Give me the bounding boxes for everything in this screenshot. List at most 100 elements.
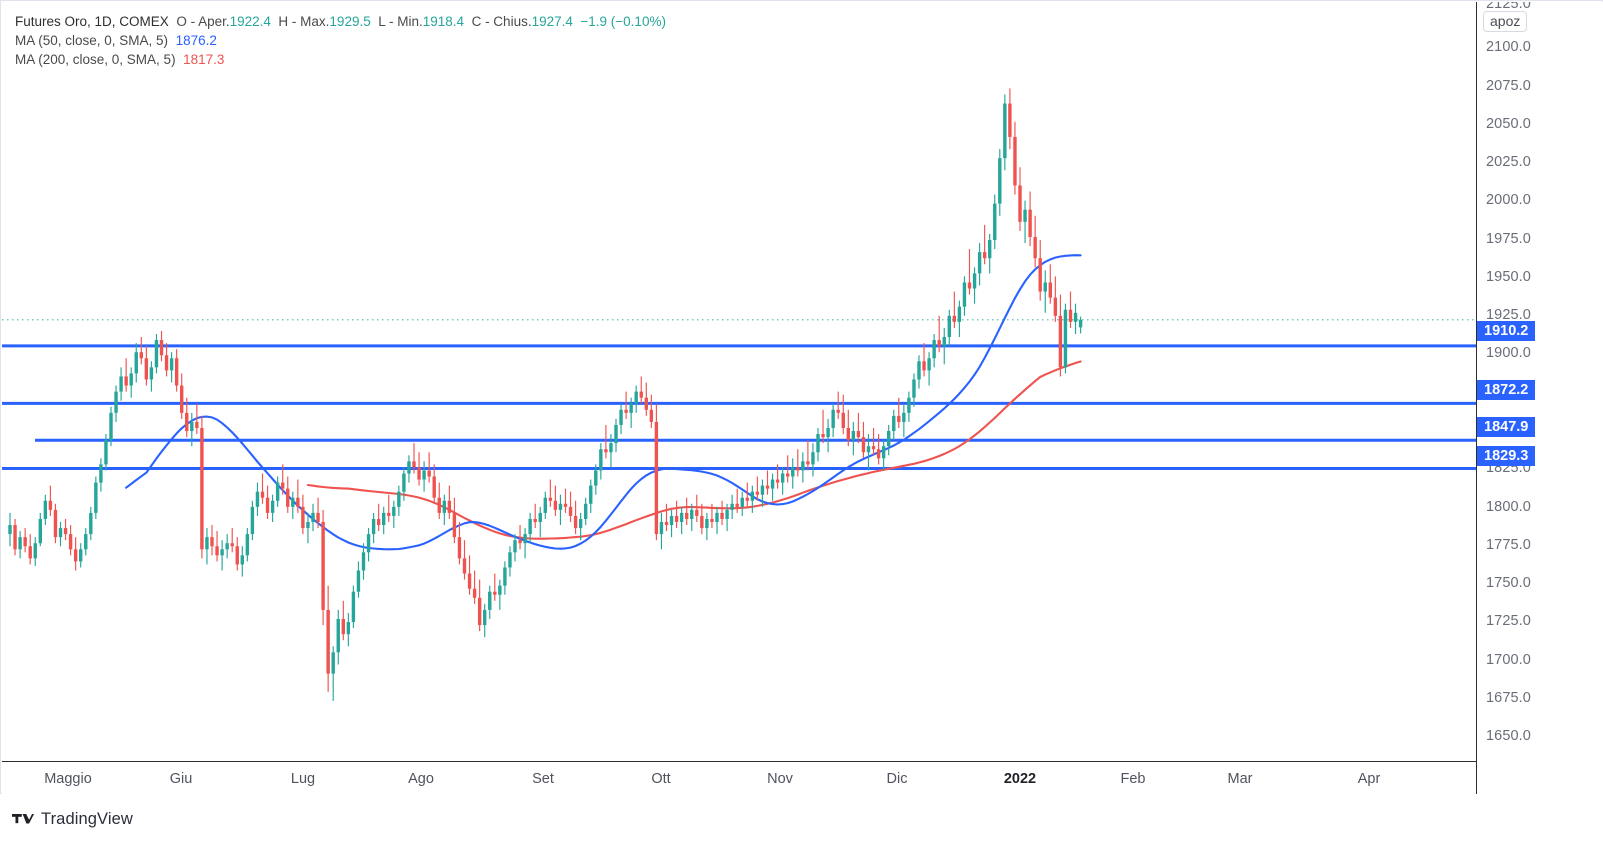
time-tick: Apr xyxy=(1357,771,1381,787)
candle-wick xyxy=(564,488,567,513)
candle-body xyxy=(649,409,654,422)
candle-body xyxy=(245,534,250,556)
candle-body xyxy=(53,509,58,538)
candle-body xyxy=(614,424,618,444)
candle-body xyxy=(270,500,275,513)
candle-wick xyxy=(519,525,521,550)
price-level-label[interactable]: 1829.3 xyxy=(1477,446,1536,466)
candle-body xyxy=(563,503,568,507)
candle-body xyxy=(1008,103,1012,137)
price-tick: 1950.0 xyxy=(1486,269,1531,285)
candle-body xyxy=(861,437,866,453)
price-tick: 1800.0 xyxy=(1486,499,1531,515)
candle-wick xyxy=(388,494,390,522)
candle-body xyxy=(422,470,426,480)
time-tick: Ott xyxy=(651,771,671,787)
candle-body xyxy=(962,282,967,307)
candle-body xyxy=(584,503,588,519)
candle-body xyxy=(599,449,603,471)
candle-body xyxy=(341,619,345,635)
candle-body xyxy=(947,315,951,338)
price-tick: 2025.0 xyxy=(1486,154,1531,170)
candle-body xyxy=(503,567,507,586)
candle-body xyxy=(639,391,643,398)
time-tick: Dic xyxy=(886,771,908,787)
candle-body xyxy=(568,506,573,516)
candle-body xyxy=(1038,258,1042,292)
time-tick: Ago xyxy=(408,771,434,787)
price-tick: 1900.0 xyxy=(1486,345,1531,361)
candle-body xyxy=(922,361,926,371)
price-tick: 2100.0 xyxy=(1486,39,1531,55)
candle-body xyxy=(493,591,497,595)
candle-body xyxy=(957,306,962,322)
candle-body xyxy=(715,512,719,522)
candle-body xyxy=(84,534,88,550)
candle-body xyxy=(13,525,17,550)
chart-plot-area[interactable] xyxy=(2,2,1476,760)
price-tick: 1675.0 xyxy=(1486,690,1531,706)
candle-body xyxy=(846,428,850,441)
candle-body xyxy=(937,340,941,347)
price-tick: 1775.0 xyxy=(1486,537,1531,553)
chart-frame: Futures Oro, 1D, COMEX O - Aper.1922.4 H… xyxy=(0,0,1603,794)
candle-body xyxy=(296,497,300,507)
candle-body xyxy=(164,355,169,371)
time-tick: Feb xyxy=(1120,771,1146,787)
candle-body xyxy=(129,373,133,386)
candle-body xyxy=(200,428,204,550)
candle-body xyxy=(543,497,547,513)
candle-body xyxy=(185,412,189,432)
candle-wick xyxy=(332,646,334,701)
price-tick: 2125.0 xyxy=(1486,2,1531,12)
candle-body xyxy=(498,585,502,595)
candle-body xyxy=(674,515,679,522)
candle-body xyxy=(705,518,709,529)
candle-body xyxy=(1048,282,1052,298)
candle-body xyxy=(442,500,446,513)
candle-body xyxy=(371,518,376,535)
time-scale[interactable]: Maggio Giu Lug Ago Set Ott Nov Dic 2022 Feb Mar Apr xyxy=(2,761,1476,794)
candle-body xyxy=(972,273,977,289)
candle-body xyxy=(427,470,431,477)
candle-body xyxy=(291,497,295,507)
candle-body xyxy=(89,512,93,535)
candle-body xyxy=(73,549,78,562)
candle-body xyxy=(791,467,795,477)
candle-body xyxy=(366,534,371,553)
candle-wick xyxy=(640,376,642,404)
apoz-badge[interactable]: apoz xyxy=(1483,11,1528,32)
candle-body xyxy=(119,376,123,392)
candle-body xyxy=(8,525,12,535)
candle-body xyxy=(528,518,532,535)
candle-body xyxy=(205,537,209,550)
time-tick: Lug xyxy=(290,771,316,787)
candle-body xyxy=(154,340,159,368)
time-tick: Maggio xyxy=(44,771,92,787)
price-scale[interactable]: apoz 2125.0 2100.0 2075.0 2050.0 2025.0 2000.… xyxy=(1476,2,1603,794)
price-level-label[interactable]: 1910.2 xyxy=(1477,321,1536,341)
candle-wick xyxy=(953,291,955,328)
price-level-label[interactable]: 1872.2 xyxy=(1477,380,1536,400)
candle-body xyxy=(775,479,780,483)
candle-body xyxy=(23,537,27,547)
candle-body xyxy=(548,497,553,501)
candle-body xyxy=(104,440,108,465)
candle-body xyxy=(376,518,381,526)
candle-body xyxy=(634,391,638,404)
candle-body xyxy=(149,367,154,380)
candle-body xyxy=(912,379,916,398)
price-level-label[interactable]: 1847.9 xyxy=(1477,417,1536,437)
candle-body xyxy=(306,521,310,529)
candle-body xyxy=(477,597,482,626)
time-tick: Mar xyxy=(1227,771,1253,787)
candle-body xyxy=(58,528,63,538)
candle-body xyxy=(917,361,921,380)
price-tick: 2050.0 xyxy=(1486,116,1531,132)
candle-body xyxy=(967,282,972,289)
candle-body xyxy=(710,518,714,522)
candle-body xyxy=(331,652,335,674)
candle-wick xyxy=(984,224,986,265)
candle-wick xyxy=(736,488,738,513)
candle-body xyxy=(1003,103,1007,159)
